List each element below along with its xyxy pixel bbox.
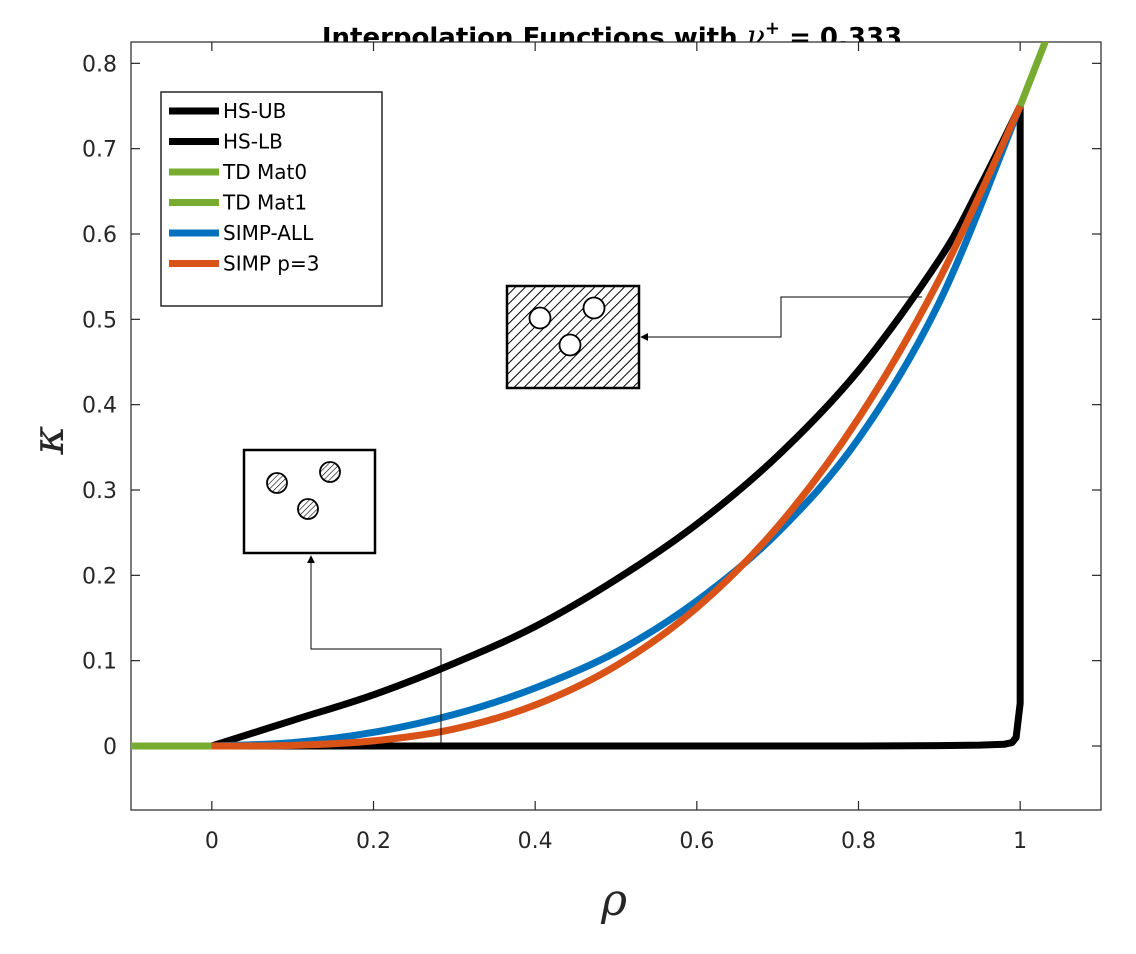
- y-tick-label: 0.1: [82, 650, 117, 675]
- x-axis: 0 0.2 0.4 0.6 0.8 1: [205, 42, 1027, 854]
- y-tick-label: 0.3: [82, 479, 117, 504]
- y-tick-label: 0: [103, 735, 117, 760]
- legend-item: SIMP-ALL: [169, 221, 314, 245]
- x-tick-label: 0.4: [518, 829, 553, 854]
- inset-mat1-illustration: [505, 284, 641, 390]
- y-tick-label: 0.8: [82, 52, 117, 77]
- inset-mat1-pointer: [640, 296, 922, 341]
- y-tick-label: 0.7: [82, 138, 117, 163]
- inset-mat0-pointer: [307, 555, 442, 743]
- y-tick-label: 0.2: [82, 564, 117, 589]
- x-tick-label: 1: [1013, 829, 1027, 854]
- series-line-hs-ub: [210, 104, 1024, 750]
- x-axis-label: ρ: [600, 875, 627, 926]
- series-line-simp-all: [211, 104, 1024, 750]
- inset-mat0-illustration: [242, 448, 377, 555]
- legend-label: HS-LB: [223, 130, 283, 154]
- legend-label: TD Mat0: [222, 160, 307, 184]
- legend-label: SIMP-ALL: [223, 221, 314, 245]
- legend-label: TD Mat1: [222, 191, 307, 215]
- y-tick-label: 0.4: [82, 394, 117, 419]
- legend-label: HS-UB: [223, 99, 286, 123]
- legend-item: HS-UB: [169, 99, 286, 123]
- legend-item: HS-LB: [169, 130, 283, 154]
- y-tick-label: 0.5: [82, 308, 117, 333]
- series-line-td-mat1: [1016, 42, 1049, 108]
- y-axis: 0 0.1 0.2 0.3 0.4 0.5 0.6 0.7 0.8: [82, 52, 1101, 760]
- series-layer: [131, 42, 1049, 750]
- y-tick-label: 0.6: [82, 223, 117, 248]
- x-tick-label: 0.2: [356, 829, 391, 854]
- series-line-hs-lb: [211, 106, 1024, 750]
- legend: HS-UB HS-LB TD Mat0 TD Mat1 SIMP-ALL SIMP p=3: [160, 91, 383, 307]
- series-line-simp-p-3: [211, 104, 1024, 750]
- legend-label: SIMP p=3: [223, 252, 319, 276]
- x-tick-label: 0.8: [841, 829, 876, 854]
- y-axis-label: κ: [23, 425, 74, 455]
- legend-item: TD Mat0: [169, 160, 307, 184]
- legend-item: SIMP p=3: [169, 252, 319, 276]
- legend-item: TD Mat1: [169, 191, 307, 215]
- x-tick-label: 0.6: [679, 829, 714, 854]
- x-tick-label: 0: [205, 829, 219, 854]
